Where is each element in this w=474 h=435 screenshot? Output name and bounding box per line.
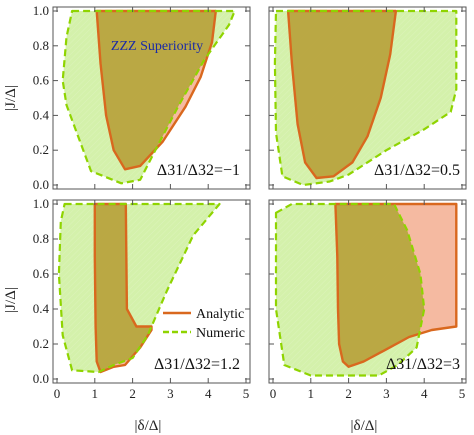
y-tick-label: 0.2: [33, 142, 49, 157]
overlap-region: [96, 11, 216, 170]
x-tick-label: 1: [92, 386, 99, 401]
x-tick-label: 5: [459, 386, 466, 401]
legend-analytic-label: Analytic: [196, 307, 244, 322]
x-tick-label: 4: [421, 386, 428, 401]
y-axis-title-top: |J/Δ|: [3, 85, 19, 111]
panel-ratio-label: Δ31/Δ32=3: [386, 356, 460, 373]
analytic-boundary: [95, 9, 218, 171]
y-tick-label: 0.0: [33, 371, 49, 386]
x-tick-label: 2: [129, 386, 136, 401]
x-tick-label: 3: [383, 386, 390, 401]
y-tick-label: 0.8: [33, 38, 49, 53]
y-tick-label: 0.6: [33, 266, 50, 281]
panel-top-left: 0.0 0.2 0.4 0.6 0.8 1.0 Δ31/Δ32=−1: [33, 3, 251, 192]
panel-frame: [52, 199, 251, 384]
x-axis-title-left: |δ/Δ|: [135, 418, 162, 434]
panel-ratio-label: Δ31/Δ32=−1: [157, 162, 240, 179]
y-tick-label: 0.8: [33, 231, 49, 246]
y-tick-label: 0.6: [33, 73, 50, 88]
x-axis-title-right: |δ/Δ|: [351, 418, 378, 434]
zzz-superiority-annotation: ZZZ Superiority: [111, 39, 203, 54]
numeric-boundary: [61, 9, 236, 185]
numeric-boundary: [273, 9, 458, 187]
y-tick-label: 0.4: [33, 301, 50, 316]
x-tick-label: 0: [270, 386, 277, 401]
overlap-region: [288, 11, 396, 178]
overlap-region: [335, 204, 425, 367]
analytic-boundary: [334, 202, 458, 368]
numeric-boundary: [274, 202, 426, 377]
overlap-region: [94, 204, 152, 372]
panel-bottom-right: 0 1 2 3 4 5 Δ31/Δ32=3: [268, 199, 467, 401]
y-tick-label: 1.0: [33, 196, 49, 211]
legend-numeric-label: Numeric: [196, 326, 245, 341]
x-tick-label: 0: [54, 386, 61, 401]
legend: Analytic Numeric: [163, 307, 245, 341]
y-axis-title-bottom: |J/Δ|: [3, 287, 19, 313]
panel-top-right: Δ31/Δ32=0.5: [268, 6, 467, 190]
x-tick-label: 2: [345, 386, 352, 401]
panel-ratio-label: Δ31/Δ32=1.2: [154, 356, 240, 373]
numeric-boundary: [57, 202, 221, 374]
x-tick-label: 3: [167, 386, 174, 401]
y-tick-label: 0.4: [33, 107, 50, 122]
analytic-boundary: [286, 9, 398, 180]
y-tick-label: 1.0: [33, 3, 49, 18]
y-tick-label: 0.2: [33, 336, 49, 351]
x-tick-label: 1: [308, 386, 315, 401]
x-tick-label: 4: [205, 386, 212, 401]
y-tick-label: 0.0: [33, 177, 49, 192]
panel-bottom-left: 0 1 2 3 4 5 0.0 0.2 0.4 0.6 0.8 1.0 Δ31/Δ32=1.2: [33, 196, 251, 401]
panel-ratio-label: Δ31/Δ32=0.5: [374, 162, 460, 179]
panel-frame: [52, 6, 251, 190]
x-tick-label: 5: [243, 386, 250, 401]
panel-frame: [268, 6, 467, 190]
panel-frame: [268, 199, 467, 384]
